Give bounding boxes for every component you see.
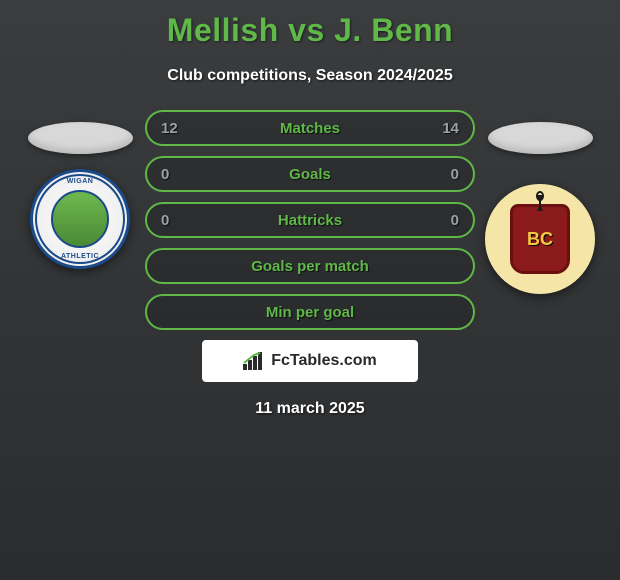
stat-left-value: 0 — [161, 166, 185, 183]
stat-left-value: 0 — [161, 212, 185, 229]
left-team-name-bottom: ATHLETIC — [61, 253, 99, 260]
comparison-title: Mellish vs J. Benn — [0, 0, 620, 49]
stat-label: Goals — [289, 166, 331, 183]
left-player-silhouette — [28, 122, 133, 154]
stat-label: Min per goal — [266, 304, 354, 321]
right-team-initials: BC — [527, 229, 553, 250]
left-team-badge: WIGAN ATHLETIC — [30, 169, 130, 269]
chart-icon — [243, 352, 265, 370]
stat-right-value: 0 — [435, 212, 459, 229]
stat-row-min-per-goal: Min per goal — [145, 294, 475, 330]
left-team-column: WIGAN ATHLETIC — [20, 110, 140, 269]
stat-row-goals: 0 Goals 0 — [145, 156, 475, 192]
comparison-content: WIGAN ATHLETIC 12 Matches 14 0 Goals 0 0… — [0, 110, 620, 418]
stat-label: Hattricks — [278, 212, 342, 229]
right-badge-shield: BC — [510, 204, 570, 274]
stat-row-hattricks: 0 Hattricks 0 — [145, 202, 475, 238]
right-team-badge: BC — [485, 184, 595, 294]
stat-label: Matches — [280, 120, 340, 137]
left-team-name-top: WIGAN — [67, 178, 94, 185]
stat-right-value: 14 — [435, 120, 459, 137]
stats-column: 12 Matches 14 0 Goals 0 0 Hattricks 0 Go… — [140, 110, 480, 418]
right-player-silhouette — [488, 122, 593, 154]
comparison-date: 11 march 2025 — [145, 400, 475, 418]
stat-row-matches: 12 Matches 14 — [145, 110, 475, 146]
stat-row-goals-per-match: Goals per match — [145, 248, 475, 284]
rooster-icon — [528, 189, 552, 213]
comparison-subtitle: Club competitions, Season 2024/2025 — [0, 67, 620, 85]
stat-right-value: 0 — [435, 166, 459, 183]
brand-attribution[interactable]: FcTables.com — [202, 340, 418, 382]
right-team-column: BC — [480, 110, 600, 294]
left-badge-center — [51, 190, 109, 248]
brand-name: FcTables.com — [271, 352, 377, 370]
stat-left-value: 12 — [161, 120, 185, 137]
stat-label: Goals per match — [251, 258, 369, 275]
